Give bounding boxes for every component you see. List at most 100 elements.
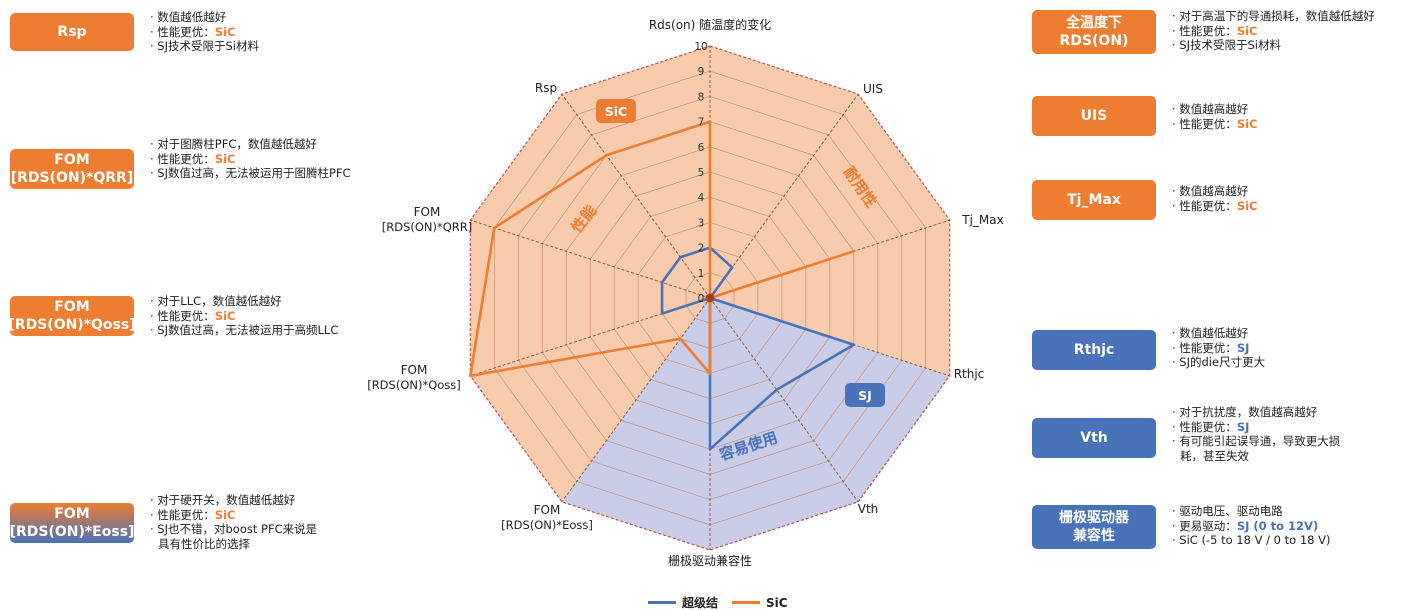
note-line: · SJ的die尺寸更大 xyxy=(1172,355,1266,369)
tick-label: 7 xyxy=(698,117,705,129)
notes-fom-eoss: · 对于硬开关，数值越低越好 · 性能更优：SiC · SJ也不错，对boost… xyxy=(150,493,317,551)
note-line: · 数值越低越好 xyxy=(1172,326,1249,340)
tick-label: 3 xyxy=(698,217,705,229)
label-box-line: [RDS(ON)*Qoss] xyxy=(8,317,136,333)
label-box-fom-eoss: FOM [RDS(ON)*Eoss] xyxy=(10,503,134,543)
label-box-rds-temp: 全温度下 RDS(ON) xyxy=(1032,10,1156,54)
label-box-line: FOM xyxy=(54,152,90,168)
notes-gate-driver: · 驱动电压、驱动电路 · 更易驱动：SJ (0 to 12V) · SiC (… xyxy=(1172,504,1330,548)
label-box-line: Vth xyxy=(1080,430,1108,446)
notes-fom-qoss: · 对于LLC，数值越低越好 · 性能更优：SiC · SJ数值过高，无法被运用… xyxy=(150,294,338,338)
grid-ring xyxy=(469,45,951,551)
axis-label: FOM xyxy=(414,205,441,219)
notes-uis: · 数值越高越好 · 性能更优：SiC xyxy=(1172,102,1257,131)
legend-label-sic: SiC xyxy=(766,595,788,610)
axis-label: FOM xyxy=(401,363,428,377)
legend-label-sj: 超级结 xyxy=(682,596,719,610)
note-line: · 对于图腾柱PFC，数值越低越好 xyxy=(150,137,317,151)
sic-badge xyxy=(596,99,636,123)
note-line: · 性能更优：SiC xyxy=(1172,23,1258,38)
axis-label: FOM xyxy=(534,503,561,517)
label-box-line: Rsp xyxy=(57,24,87,40)
note-line: · 性能更优：SiC xyxy=(1172,198,1258,213)
note-line: · 对于高温下的导通损耗，数值越低越好 xyxy=(1172,9,1375,23)
note-line: · 对于抗扰度，数值越高越好 xyxy=(1172,405,1318,419)
label-box-rthjc: Rthjc xyxy=(1032,330,1156,370)
note-line: 耗，甚至失效 xyxy=(1180,448,1249,463)
note-line: · SJ数值过高，无法被运用于高频LLC xyxy=(150,323,339,337)
label-box-fom-qrr: FOM [RDS(ON)*QRR] xyxy=(10,149,134,189)
axis-label-sub: [RDS(ON)*QRR] xyxy=(382,220,473,234)
sj-badge xyxy=(845,383,885,407)
label-box-line: 全温度下 xyxy=(1066,15,1122,31)
label-box-uis: UIS xyxy=(1032,96,1156,136)
note-line: · 性能更优：SiC xyxy=(150,507,236,522)
label-box-fom-qoss: FOM [RDS(ON)*Qoss] xyxy=(8,296,136,336)
note-line: · 性能更优：SiC xyxy=(150,308,236,323)
axis-label: Vth xyxy=(858,502,879,516)
notes-vth: · 对于抗扰度，数值越高越好 · 性能更优：SJ · 有可能引起误导通，导致更大… xyxy=(1172,405,1340,463)
notes-fom-qrr: · 对于图腾柱PFC，数值越低越好 · 性能更优：SiC · SJ数值过高，无法… xyxy=(150,137,351,181)
label-box-tjmax: Tj_Max xyxy=(1032,180,1156,220)
note-line: · 有可能引起误导通，导致更大损 xyxy=(1172,434,1341,448)
label-box-rsp: Rsp xyxy=(10,13,134,51)
easy-use-region xyxy=(561,298,950,550)
label-box-line: FOM xyxy=(54,299,90,315)
axis-label: Rsp xyxy=(535,81,557,95)
note-line: · SiC (-5 to 18 V / 0 to 18 V) xyxy=(1172,533,1331,547)
label-box-line: RDS(ON) xyxy=(1059,33,1129,49)
series-line-sj xyxy=(660,246,856,451)
label-box-line: 兼容性 xyxy=(1073,528,1115,544)
legend-swatch-sj xyxy=(648,601,676,604)
note-line: · 性能更优：SiC xyxy=(150,24,236,39)
series-line-sic xyxy=(469,120,856,378)
axis-label: Rds(on) 随温度的变化 xyxy=(649,17,771,32)
note-line: · SJ数值过高，无法被运用于图腾柱PFC xyxy=(150,166,351,180)
note-line: · 性能更优：SJ xyxy=(1172,419,1250,434)
axis-label: UIS xyxy=(863,82,883,96)
sic-badge-label: SiC xyxy=(605,104,627,119)
notes-tjmax: · 数值越高越好 · 性能更优：SiC xyxy=(1172,184,1257,213)
radar-series xyxy=(469,120,856,451)
center-point xyxy=(705,293,715,303)
tick-label: 2 xyxy=(698,243,705,255)
notes-rthjc: · 数值越低越好 · 性能更优：SJ · SJ的die尺寸更大 xyxy=(1172,326,1265,370)
note-line: · SJ也不错，对boost PFC来说是 xyxy=(150,522,318,536)
tick-label: 6 xyxy=(698,142,705,154)
note-line: 具有性价比的选择 xyxy=(158,536,250,551)
tick-label: 8 xyxy=(698,91,705,103)
tick-label: 5 xyxy=(698,167,705,179)
label-box-line: 栅极驱动器 xyxy=(1059,510,1129,526)
axis-label-sub: [RDS(ON)*Qoss] xyxy=(367,378,461,392)
tick-label: 0 xyxy=(698,293,705,305)
sj-badge-label: SJ xyxy=(858,388,872,403)
legend-swatch-sic xyxy=(732,601,761,604)
legend: 超级结 SiC xyxy=(648,594,788,611)
notes-rds-temp: · 对于高温下的导通损耗，数值越低越好 · 性能更优：SiC · SJ技术受限于… xyxy=(1172,9,1375,53)
note-line: · 数值越高越好 xyxy=(1172,184,1249,198)
tick-label: 9 xyxy=(698,66,705,78)
axis-label-sub: [RDS(ON)*Eoss] xyxy=(501,518,593,532)
spoke-line xyxy=(561,93,711,299)
note-line: · 数值越低越好 xyxy=(150,10,227,24)
spoke-line xyxy=(709,297,859,503)
note-line: · 驱动电压、驱动电路 xyxy=(1172,504,1283,518)
note-line: · 性能更优：SiC xyxy=(1172,116,1258,131)
note-line: · SJ技术受限于Si材料 xyxy=(1172,38,1281,52)
label-box-line: Rthjc xyxy=(1073,342,1115,358)
label-box-line: [RDS(ON)*QRR] xyxy=(10,170,134,186)
note-line: · 性能更优：SiC xyxy=(150,151,236,166)
label-box-line: Tj_Max xyxy=(1067,192,1121,208)
label-box-line: [RDS(ON)*Eoss] xyxy=(9,524,135,540)
notes-rsp: · 数值越低越好 · 性能更优：SiC · SJ技术受限于Si材料 xyxy=(150,10,259,54)
note-line: · 性能更优：SJ xyxy=(1172,340,1250,355)
label-box-vth: Vth xyxy=(1032,418,1156,458)
axis-label: Rthjc xyxy=(954,367,985,381)
note-line: · 数值越高越好 xyxy=(1172,102,1249,116)
note-line: · 对于LLC，数值越低越好 xyxy=(150,294,282,308)
label-box-line: UIS xyxy=(1080,108,1108,124)
spoke-line xyxy=(709,93,859,299)
spoke-line xyxy=(470,219,711,299)
axis-label: Tj_Max xyxy=(961,213,1003,227)
